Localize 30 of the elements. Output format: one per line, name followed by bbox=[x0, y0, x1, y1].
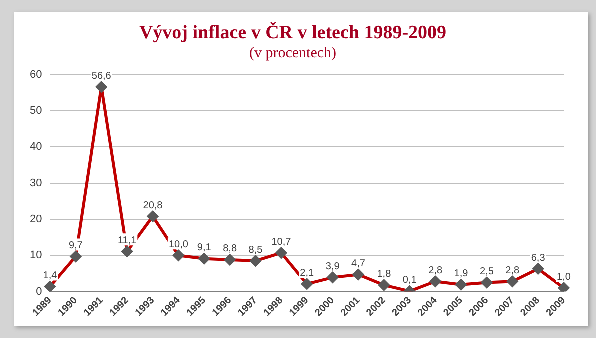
data-label: 1,0 bbox=[557, 272, 572, 283]
data-label: 6,3 bbox=[531, 252, 546, 264]
y-tick-label: 20 bbox=[30, 213, 42, 226]
data-label: 2,1 bbox=[300, 268, 315, 279]
chart-title: Vývoj inflace v ČR v letech 1989-2009 bbox=[139, 21, 447, 44]
data-label: 8,5 bbox=[248, 244, 264, 256]
data-label: 1,8 bbox=[377, 269, 392, 280]
y-tick-label: 60 bbox=[30, 68, 42, 81]
y-tick-label: 30 bbox=[30, 177, 42, 190]
y-tick-label: 10 bbox=[30, 250, 42, 262]
data-label: 3,9 bbox=[326, 261, 340, 272]
data-label: 20,8 bbox=[143, 200, 164, 212]
data-label: 56,6 bbox=[92, 70, 112, 82]
data-label: 8,8 bbox=[223, 244, 238, 255]
data-label: 10,7 bbox=[272, 236, 292, 248]
y-tick-label: 40 bbox=[30, 141, 42, 154]
data-label: 10,0 bbox=[168, 239, 189, 250]
data-label: 1,4 bbox=[43, 270, 58, 282]
data-label: 2,8 bbox=[506, 265, 520, 276]
chart-subtitle: (v procentech) bbox=[249, 46, 337, 62]
y-tick-label: 50 bbox=[30, 104, 42, 117]
data-label: 2,5 bbox=[480, 266, 494, 278]
data-label: 11,1 bbox=[118, 235, 138, 246]
y-tick-label: 0 bbox=[36, 286, 42, 298]
data-label: 2,8 bbox=[428, 265, 443, 276]
data-label: 4,7 bbox=[352, 258, 366, 270]
data-label: 9,7 bbox=[68, 240, 84, 252]
data-label: 1,9 bbox=[454, 268, 469, 280]
data-label: 9,1 bbox=[197, 242, 212, 254]
data-label: 0,1 bbox=[402, 275, 418, 286]
